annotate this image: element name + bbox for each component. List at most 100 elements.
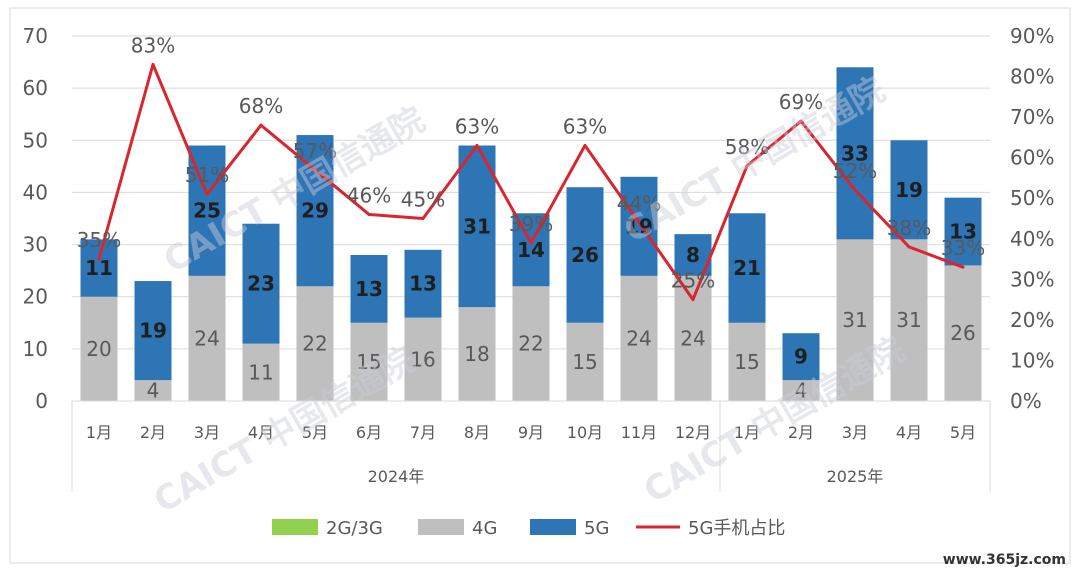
bar-4g: [80, 296, 118, 401]
label-share: 68%: [239, 94, 283, 118]
share-point: [745, 164, 749, 168]
bar-4g: [566, 322, 604, 401]
x-tick-label: 2月: [140, 423, 166, 442]
bar-4g: [836, 239, 874, 401]
share-point: [907, 245, 911, 249]
line-series: [97, 62, 965, 302]
legend-label: 2G/3G: [326, 518, 383, 539]
label-5g: 26: [571, 243, 599, 267]
legend-label: 5G手机占比: [688, 518, 785, 539]
label-share: 35%: [77, 228, 121, 252]
bar-5g: [836, 67, 874, 240]
y-right-tick-label: 60%: [1010, 146, 1054, 170]
bar-4g: [188, 275, 226, 401]
x-tick-label: 6月: [356, 423, 382, 442]
bar-4g: [350, 322, 388, 401]
share-point: [529, 241, 533, 245]
y-right-tick-label: 0%: [1010, 389, 1042, 413]
bar-5g: [620, 176, 658, 276]
label-4g: 26: [950, 321, 975, 345]
x-tick-label: 8月: [464, 423, 490, 442]
x-tick-label: 3月: [842, 423, 868, 442]
x-tick-label: 7月: [410, 423, 436, 442]
x-tick-label: 12月: [675, 423, 711, 442]
label-share: 83%: [131, 33, 175, 57]
label-5g: 19: [139, 319, 167, 343]
x-tick-label: 2月: [788, 423, 814, 442]
label-share: 44%: [617, 192, 661, 216]
year-label: 2025年: [827, 467, 884, 486]
label-4g: 4: [147, 379, 160, 403]
year-label: 2024年: [368, 467, 425, 486]
x-tick-label: 4月: [248, 423, 274, 442]
label-5g: 19: [895, 178, 923, 202]
label-5g: 25: [193, 199, 221, 223]
share-point: [97, 257, 101, 261]
label-share: 63%: [455, 115, 499, 139]
bar-4g: [242, 343, 280, 401]
legend-swatch: [272, 519, 318, 535]
label-4g: 15: [572, 350, 597, 374]
y-left-tick-label: 50: [23, 128, 48, 152]
y-right-tick-label: 90%: [1010, 24, 1054, 48]
share-point: [853, 188, 857, 192]
bar-5g: [458, 145, 496, 308]
label-5g: 33: [841, 141, 869, 165]
site-label: www.365jz.com: [943, 552, 1066, 568]
label-share: 25%: [671, 269, 715, 293]
legend-label: 4G: [472, 518, 497, 539]
label-5g: 9: [794, 345, 808, 369]
y-left-tick-label: 30: [23, 233, 48, 257]
x-tick-label: 1月: [734, 423, 760, 442]
label-4g: 31: [896, 308, 921, 332]
legend-label: 5G: [584, 518, 609, 539]
bar-5g: [890, 140, 928, 240]
bar-4g: [512, 286, 550, 401]
share-point: [799, 119, 803, 123]
bar-5g: [80, 239, 118, 297]
x-tick-label: 5月: [950, 423, 976, 442]
bar-4g: [296, 286, 334, 401]
label-5g: 23: [247, 272, 275, 296]
bar-4g: [134, 380, 172, 401]
label-4g: 15: [734, 350, 759, 374]
label-4g: 31: [842, 308, 867, 332]
y-right-tick-label: 80%: [1010, 65, 1054, 89]
label-4g: 22: [518, 332, 543, 356]
label-4g: 18: [464, 342, 489, 366]
label-4g: 22: [302, 332, 327, 356]
label-share: 33%: [941, 236, 985, 260]
label-share: 46%: [347, 183, 391, 207]
bar-4g: [944, 265, 982, 401]
label-share: 69%: [779, 90, 823, 114]
label-share: 38%: [887, 216, 931, 240]
bar-5g: [242, 223, 280, 344]
label-5g: 19: [625, 214, 653, 238]
label-4g: 16: [410, 347, 435, 371]
label-share: 58%: [725, 135, 769, 159]
label-4g: 15: [356, 350, 381, 374]
label-share: 63%: [563, 115, 607, 139]
x-tick-label: 11月: [621, 423, 657, 442]
bars: [80, 67, 982, 401]
x-tick-label: 10月: [567, 423, 603, 442]
share-point: [205, 192, 209, 196]
share-point: [583, 144, 587, 147]
bar-4g: [728, 322, 766, 401]
bar-4g: [458, 307, 496, 401]
label-5g: 8: [686, 243, 700, 267]
label-4g: 20: [86, 337, 111, 361]
share-point: [961, 265, 965, 269]
y-left-tick-label: 60: [23, 76, 48, 100]
bar-5g: [782, 333, 820, 381]
legend: 2G/3G 4G 5G 5G手机占比: [272, 518, 785, 539]
y-right-tick-label: 10%: [1010, 348, 1054, 372]
y-left-tick-label: 20: [23, 285, 48, 309]
y-right-tick-label: 70%: [1010, 105, 1054, 129]
share-point: [421, 217, 425, 220]
y-right-tick-label: 40%: [1010, 227, 1054, 251]
label-5g: 31: [463, 214, 491, 238]
bar-5g: [134, 281, 172, 381]
